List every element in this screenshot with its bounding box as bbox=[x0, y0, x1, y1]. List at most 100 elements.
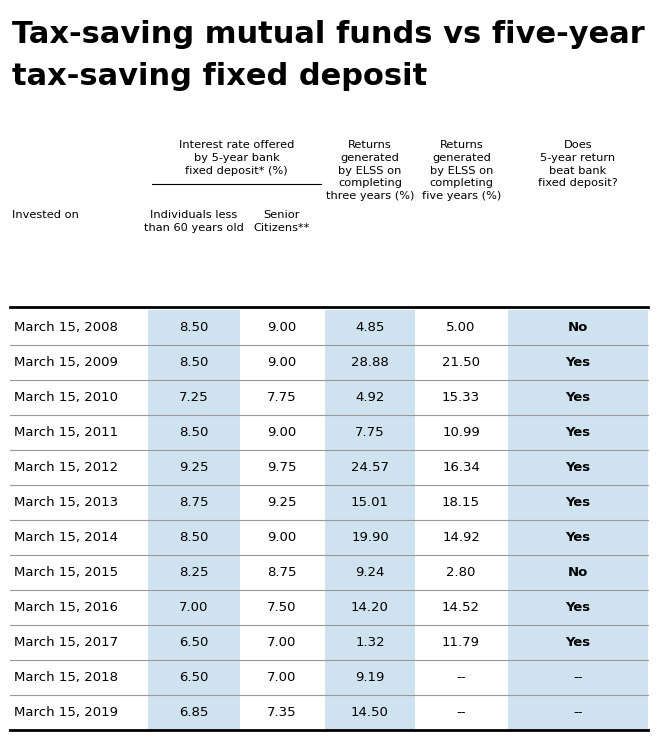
Text: 6.50: 6.50 bbox=[180, 636, 209, 649]
Text: 7.75: 7.75 bbox=[355, 426, 385, 439]
Text: Yes: Yes bbox=[566, 461, 591, 474]
Bar bbox=[325, 380, 415, 415]
Text: 11.79: 11.79 bbox=[442, 636, 480, 649]
Text: 16.34: 16.34 bbox=[442, 461, 480, 474]
Text: Returns
generated
by ELSS on
completing
three years (%): Returns generated by ELSS on completing … bbox=[326, 140, 414, 201]
Text: 18.15: 18.15 bbox=[442, 496, 480, 509]
Bar bbox=[325, 660, 415, 695]
Text: March 15, 2016: March 15, 2016 bbox=[14, 601, 118, 614]
Text: 14.50: 14.50 bbox=[351, 706, 389, 719]
Text: 4.85: 4.85 bbox=[355, 321, 385, 334]
Bar bbox=[148, 520, 240, 555]
Text: 15.33: 15.33 bbox=[442, 391, 480, 404]
Text: 21.50: 21.50 bbox=[442, 356, 480, 369]
Bar bbox=[148, 450, 240, 485]
Bar bbox=[148, 660, 240, 695]
Text: 6.85: 6.85 bbox=[180, 706, 209, 719]
Text: 8.50: 8.50 bbox=[180, 426, 209, 439]
Bar bbox=[508, 660, 648, 695]
Text: Yes: Yes bbox=[566, 531, 591, 544]
Text: March 15, 2008: March 15, 2008 bbox=[14, 321, 118, 334]
Bar bbox=[148, 415, 240, 450]
Bar bbox=[148, 590, 240, 625]
Bar bbox=[148, 625, 240, 660]
Text: 8.50: 8.50 bbox=[180, 356, 209, 369]
Bar bbox=[148, 695, 240, 730]
Text: March 15, 2009: March 15, 2009 bbox=[14, 356, 118, 369]
Text: 8.75: 8.75 bbox=[267, 566, 297, 579]
Text: --: -- bbox=[574, 671, 583, 684]
Text: 8.25: 8.25 bbox=[180, 566, 209, 579]
Text: Yes: Yes bbox=[566, 391, 591, 404]
Text: 7.00: 7.00 bbox=[180, 601, 209, 614]
Bar bbox=[508, 310, 648, 345]
Bar bbox=[325, 520, 415, 555]
Text: 9.25: 9.25 bbox=[267, 496, 297, 509]
Text: Yes: Yes bbox=[566, 356, 591, 369]
Text: 9.00: 9.00 bbox=[267, 426, 296, 439]
Bar bbox=[325, 415, 415, 450]
Text: 14.92: 14.92 bbox=[442, 531, 480, 544]
Text: March 15, 2018: March 15, 2018 bbox=[14, 671, 118, 684]
Text: Yes: Yes bbox=[566, 496, 591, 509]
Text: 5.00: 5.00 bbox=[446, 321, 476, 334]
Text: Interest rate offered
by 5-year bank
fixed deposit* (%): Interest rate offered by 5-year bank fix… bbox=[179, 140, 294, 176]
Text: 7.75: 7.75 bbox=[267, 391, 297, 404]
Text: 9.75: 9.75 bbox=[267, 461, 297, 474]
Text: 7.00: 7.00 bbox=[267, 671, 297, 684]
Text: 10.99: 10.99 bbox=[442, 426, 480, 439]
Text: Returns
generated
by ELSS on
completing
five years (%): Returns generated by ELSS on completing … bbox=[422, 140, 501, 201]
Bar bbox=[508, 485, 648, 520]
Text: 9.25: 9.25 bbox=[180, 461, 209, 474]
Text: 24.57: 24.57 bbox=[351, 461, 389, 474]
Bar bbox=[325, 555, 415, 590]
Bar bbox=[508, 555, 648, 590]
Text: March 15, 2013: March 15, 2013 bbox=[14, 496, 118, 509]
Text: 15.01: 15.01 bbox=[351, 496, 389, 509]
Bar bbox=[508, 450, 648, 485]
Text: 9.24: 9.24 bbox=[355, 566, 385, 579]
Bar bbox=[148, 380, 240, 415]
Bar bbox=[148, 345, 240, 380]
Bar bbox=[508, 345, 648, 380]
Text: 6.50: 6.50 bbox=[180, 671, 209, 684]
Text: 14.20: 14.20 bbox=[351, 601, 389, 614]
Text: March 15, 2010: March 15, 2010 bbox=[14, 391, 118, 404]
Bar bbox=[508, 520, 648, 555]
Text: 8.50: 8.50 bbox=[180, 321, 209, 334]
Text: --: -- bbox=[456, 706, 466, 719]
Bar bbox=[508, 625, 648, 660]
Bar bbox=[325, 345, 415, 380]
Bar bbox=[148, 310, 240, 345]
Text: Individuals less
than 60 years old: Individuals less than 60 years old bbox=[144, 210, 244, 233]
Text: No: No bbox=[568, 566, 588, 579]
Bar bbox=[508, 415, 648, 450]
Text: 9.00: 9.00 bbox=[267, 531, 296, 544]
Text: --: -- bbox=[456, 671, 466, 684]
Text: Senior
Citizens**: Senior Citizens** bbox=[254, 210, 310, 233]
Bar bbox=[325, 450, 415, 485]
Text: Invested on: Invested on bbox=[12, 210, 79, 220]
Text: Yes: Yes bbox=[566, 636, 591, 649]
Text: 1.32: 1.32 bbox=[355, 636, 385, 649]
Text: March 15, 2017: March 15, 2017 bbox=[14, 636, 118, 649]
Bar bbox=[325, 310, 415, 345]
Text: 9.00: 9.00 bbox=[267, 321, 296, 334]
Text: 7.50: 7.50 bbox=[267, 601, 297, 614]
Text: No: No bbox=[568, 321, 588, 334]
Text: March 15, 2011: March 15, 2011 bbox=[14, 426, 118, 439]
Text: tax-saving fixed deposit: tax-saving fixed deposit bbox=[12, 62, 427, 91]
Bar bbox=[148, 555, 240, 590]
Text: 19.90: 19.90 bbox=[351, 531, 389, 544]
Text: March 15, 2019: March 15, 2019 bbox=[14, 706, 118, 719]
Text: Yes: Yes bbox=[566, 426, 591, 439]
Text: 7.00: 7.00 bbox=[267, 636, 297, 649]
Bar bbox=[325, 695, 415, 730]
Text: March 15, 2012: March 15, 2012 bbox=[14, 461, 118, 474]
Text: 7.25: 7.25 bbox=[179, 391, 209, 404]
Text: Yes: Yes bbox=[566, 601, 591, 614]
Bar bbox=[325, 625, 415, 660]
Text: 8.50: 8.50 bbox=[180, 531, 209, 544]
Bar bbox=[508, 590, 648, 625]
Text: March 15, 2015: March 15, 2015 bbox=[14, 566, 118, 579]
